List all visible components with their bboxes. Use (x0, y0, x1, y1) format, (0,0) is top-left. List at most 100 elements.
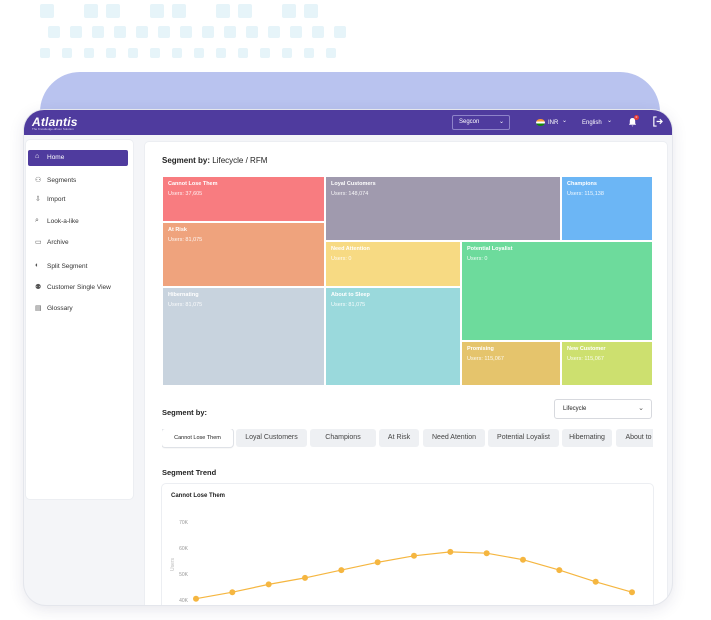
sidebar-item-customer-single-view[interactable]: ⚉ Customer Single View (28, 280, 128, 296)
data-point[interactable] (302, 574, 308, 581)
decorative-square (202, 26, 214, 38)
decorative-square (290, 26, 302, 38)
tab-hibernating[interactable]: Hibernating (562, 429, 612, 447)
tile-name: Potential Loyalist (467, 246, 513, 252)
tab-need-attention[interactable]: Need Atention (423, 429, 485, 447)
data-point[interactable] (483, 550, 490, 557)
language-select[interactable]: English (582, 120, 602, 126)
users-icon: ⚉ (35, 284, 42, 291)
tab-about-to-sleep[interactable]: About to (616, 429, 653, 447)
tile-need-attention[interactable]: Need Attention Users: 0 (325, 241, 461, 287)
y-tick-label: 40K (179, 598, 189, 604)
tile-hibernating[interactable]: Hibernating Users: 81,075 (162, 287, 325, 386)
decorative-square (216, 4, 230, 18)
currency-select[interactable]: INR (548, 120, 559, 126)
sidebar-item-label: Glossary (47, 305, 73, 312)
sidebar-item-look-a-like[interactable]: ⌕ Look-a-like (28, 214, 128, 230)
decorative-square (180, 26, 192, 38)
tile-name: About to Sleep (331, 292, 370, 298)
tile-users: Users: 0 (331, 256, 352, 262)
bell-icon[interactable] (628, 117, 637, 127)
data-point[interactable] (629, 589, 635, 596)
logout-icon[interactable] (652, 116, 663, 130)
decorative-square (150, 4, 164, 18)
tile-users: Users: 115,067 (467, 356, 504, 362)
search-icon: ⌕ (35, 217, 39, 224)
data-point[interactable] (229, 589, 236, 596)
decorative-square (40, 48, 50, 58)
chart-title: Cannot Lose Them (171, 493, 226, 499)
decorative-square (84, 48, 94, 58)
tile-potential-loyalist[interactable]: Potential Loyalist Users: 0 (461, 241, 653, 341)
data-point[interactable] (193, 595, 199, 602)
sidebar-item-label: Look-a-like (47, 218, 79, 225)
sidebar: ⌂ Home ⚇ Segments ⇩ Import ⌕ Look-a-like… (26, 140, 133, 499)
decorative-square (172, 48, 182, 58)
logo-tagline: The Knowledge-driven Solution (32, 127, 74, 131)
decorative-square (136, 26, 148, 38)
decorative-square (238, 48, 248, 58)
decorative-square (282, 48, 292, 58)
tab-champions[interactable]: Champions (310, 429, 376, 447)
series-line (195, 551, 633, 600)
decorative-square (70, 26, 82, 38)
decorative-square (268, 26, 280, 38)
tile-at-risk[interactable]: At Risk Users: 81,075 (162, 222, 325, 287)
tile-name: New Customer (567, 346, 606, 352)
sidebar-item-label: Segments (47, 177, 77, 184)
sidebar-item-glossary[interactable]: ▤ Glossary (28, 301, 128, 317)
data-point[interactable] (556, 567, 563, 574)
tile-loyal-customers[interactable]: Loyal Customers Users: 148,074 (325, 176, 561, 241)
decorative-square (304, 4, 318, 18)
tab-at-risk[interactable]: At Risk (379, 429, 419, 447)
tile-name: Champions (567, 181, 597, 187)
data-point[interactable] (374, 559, 381, 566)
tile-users: Users: 0 (467, 256, 488, 262)
segment-trend-title: Segment Trend (162, 468, 217, 477)
tile-users: Users: 115,067 (567, 356, 604, 362)
data-point[interactable] (520, 556, 526, 563)
sidebar-item-archive[interactable]: ▭ Archive (28, 235, 128, 251)
sidebar-item-home[interactable]: ⌂ Home (28, 150, 128, 166)
tile-name: Promising (467, 346, 494, 352)
tile-new-customer[interactable]: New Customer Users: 115,067 (561, 341, 653, 386)
tile-about-to-sleep[interactable]: About to Sleep Users: 81,075 (325, 287, 461, 386)
segment-by-label: Segment by: (162, 156, 211, 165)
chevron-down-icon: ⌄ (498, 119, 504, 125)
tile-name: Hibernating (168, 292, 199, 298)
segments-icon: ⚇ (35, 177, 42, 184)
decorative-square (106, 4, 120, 18)
import-icon: ⇩ (35, 196, 41, 203)
data-point[interactable] (447, 548, 454, 555)
sidebar-item-label: Archive (47, 239, 69, 246)
decorative-square (304, 48, 314, 58)
tab-cannot-lose-them[interactable]: Cannot Lose Them (162, 429, 233, 447)
decorative-square (150, 48, 160, 58)
trend-line-chart: 70K 60K 50K 40K Users (170, 520, 635, 604)
tile-cannot-lose-them[interactable]: Cannot Lose Them Users: 37,605 (162, 176, 325, 222)
decorative-square (224, 26, 236, 38)
home-icon: ⌂ (35, 153, 40, 160)
decorative-square (172, 4, 186, 18)
tab-loyal-customers[interactable]: Loyal Customers (236, 429, 307, 447)
decorative-square (128, 48, 138, 58)
data-point[interactable] (592, 578, 599, 585)
decorative-square (282, 4, 296, 18)
tab-potential-loyalist[interactable]: Potential Loyalist (488, 429, 559, 447)
data-point[interactable] (411, 552, 417, 559)
segment-by-dropdown[interactable]: Lifecycle ⌄ (554, 399, 652, 419)
data-point[interactable] (265, 581, 272, 588)
tile-champions[interactable]: Champions Users: 115,138 (561, 176, 653, 241)
app-logo[interactable]: Atlantis (32, 115, 78, 129)
book-icon: ▤ (35, 305, 42, 312)
data-point[interactable] (338, 567, 345, 574)
workspace-select[interactable]: Segcon ⌄ (452, 115, 510, 130)
folder-icon: ▭ (35, 239, 42, 246)
sidebar-item-import[interactable]: ⇩ Import (28, 192, 128, 208)
sidebar-item-split-segment[interactable]: ◐ Split Segment (28, 259, 128, 275)
decorative-square (106, 48, 116, 58)
tile-promising[interactable]: Promising Users: 115,067 (461, 341, 561, 386)
chevron-down-icon: ⌄ (607, 118, 613, 124)
sidebar-item-segments[interactable]: ⚇ Segments (28, 173, 128, 189)
decorative-square (312, 26, 324, 38)
